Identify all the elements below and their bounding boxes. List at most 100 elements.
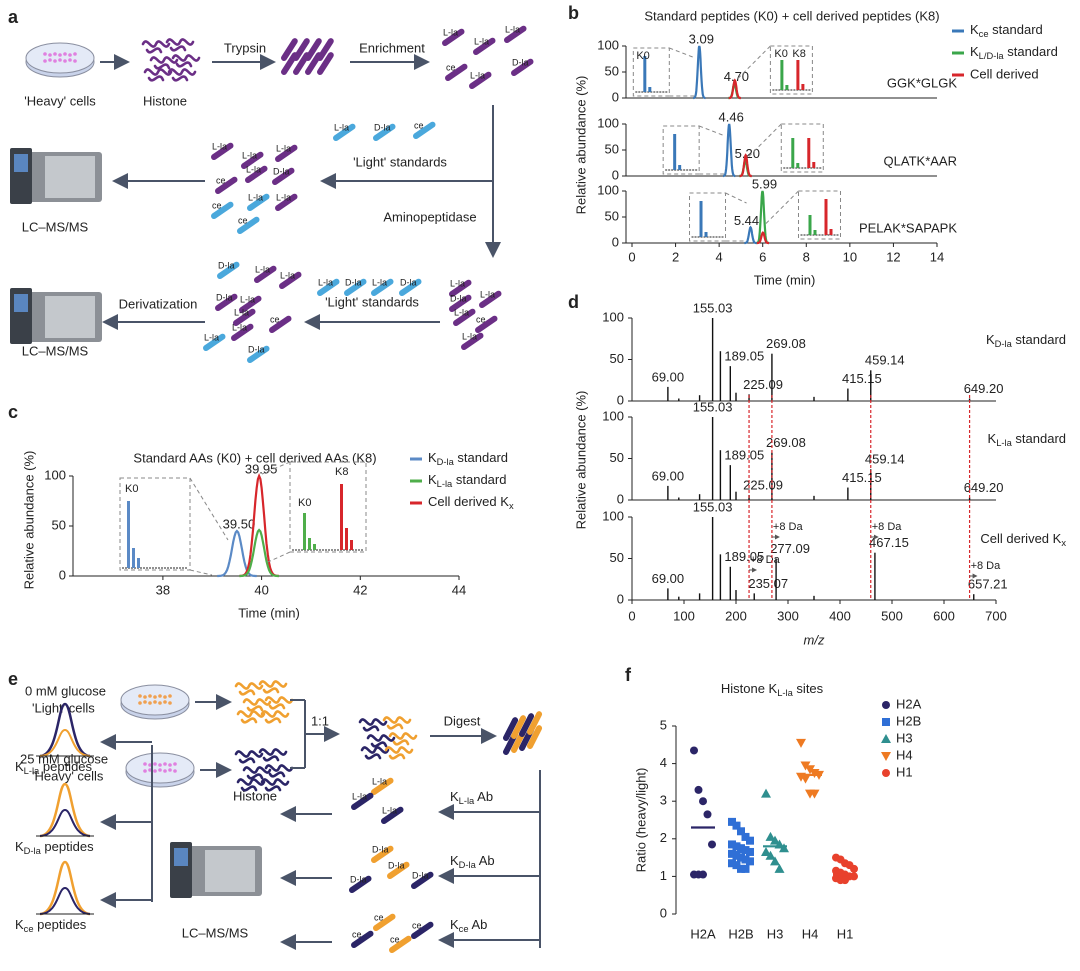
x-tick-label: H4 [802, 926, 819, 941]
label: Enrichment [359, 40, 425, 55]
inset-spike [303, 513, 306, 550]
inset-spike [704, 232, 708, 237]
zoom-line [764, 190, 799, 226]
histone [258, 680, 288, 694]
peak-label: 415.15 [842, 371, 882, 386]
point [761, 846, 771, 856]
peptide-tag: ce [446, 62, 456, 72]
shift-label: +8 Da [773, 521, 804, 533]
x-tick-label: 0 [628, 608, 635, 623]
point [728, 859, 736, 868]
cell [163, 769, 167, 773]
peptide [215, 293, 238, 311]
histone [236, 710, 266, 724]
y-tick-label: 5 [660, 717, 667, 732]
point [850, 864, 858, 873]
peak-label: 69.00 [652, 468, 685, 483]
zoom-line [736, 45, 771, 81]
legend-label: Cell derived Kx [428, 494, 514, 511]
y-tick-label: 0 [617, 392, 624, 407]
peptide [247, 193, 270, 211]
peptide [445, 63, 468, 81]
cell [173, 762, 177, 766]
inset-spike [791, 138, 795, 168]
histone [141, 40, 171, 54]
peptide-tag: ce [374, 912, 384, 922]
inset-spike [308, 538, 311, 550]
peptide-name: QLATK*AAR [884, 153, 957, 168]
point [708, 840, 716, 849]
peptide-tag: L-la [276, 192, 291, 202]
peptide-tag: L-la [234, 307, 249, 317]
antibody-label: Kce Ab [450, 917, 487, 934]
peptide-name: GGK*GLGK [887, 75, 957, 90]
y-tick-label: 2 [660, 830, 667, 845]
y-axis-title: Relative abundance (%) [573, 391, 588, 530]
cell [143, 762, 147, 766]
peptide [479, 290, 502, 308]
point [765, 831, 776, 841]
peptide [247, 345, 270, 363]
peptide-tag: L-la [212, 141, 227, 151]
peptide-tag: D-la [512, 57, 529, 67]
cell [173, 769, 177, 773]
cell [68, 53, 72, 57]
peptide-tag: ce [390, 934, 400, 944]
peptide [461, 332, 484, 350]
cell [158, 701, 162, 705]
y-tick-label: 0 [612, 89, 619, 104]
cell [153, 769, 157, 773]
cell [158, 763, 162, 767]
inset-spike [813, 230, 817, 235]
peptide [469, 71, 492, 89]
point [694, 785, 703, 794]
inset-box [769, 45, 813, 95]
x-tick-label: 500 [881, 608, 903, 623]
inset-spike [137, 558, 140, 568]
peptide-tag: ce [212, 200, 222, 210]
point [881, 734, 891, 743]
peptide [449, 294, 472, 312]
inset-box [780, 123, 824, 173]
histone [149, 56, 179, 70]
peptide [511, 58, 534, 76]
label: Histone [143, 93, 187, 108]
dish [125, 752, 195, 784]
point [732, 842, 741, 851]
peptide [254, 265, 277, 283]
y-tick-label: 50 [610, 550, 624, 565]
zoom-line [189, 569, 213, 576]
cell [53, 59, 57, 63]
peptide [215, 176, 238, 194]
peptide [317, 278, 340, 296]
peptide-tag: ce [270, 314, 280, 324]
peak [239, 528, 279, 578]
peptide-tag: L-la [372, 277, 387, 287]
point [741, 855, 750, 864]
peptide-tag: D-la [273, 166, 290, 176]
dish [120, 684, 190, 716]
peptide [527, 725, 543, 749]
cell [63, 59, 67, 63]
y-axis-title: Ratio (heavy/light) [633, 768, 648, 873]
peak-label: 39.50 [223, 516, 256, 531]
label: Digest [444, 713, 481, 728]
cell [148, 694, 152, 698]
peak-label: 189.05 [724, 448, 764, 463]
point [728, 840, 736, 849]
y-tick-label: 100 [597, 37, 619, 52]
zoom-line [261, 461, 291, 475]
y-tick-label: 100 [44, 467, 66, 482]
peak-label: 459.14 [865, 452, 905, 467]
y-tick-label: 0 [612, 167, 619, 182]
peak-label: 155.03 [693, 499, 733, 514]
cell [163, 762, 167, 766]
inset-label: K0 [298, 497, 311, 509]
x-tick-label: 10 [843, 249, 857, 264]
histone [384, 746, 414, 760]
inset-spike [340, 484, 343, 550]
peak-label: 657.21 [968, 577, 1008, 592]
peptide-tag: D-la [248, 344, 265, 354]
peptide-tag: L-la [334, 122, 349, 132]
label: 0 mM glucose [25, 683, 106, 698]
